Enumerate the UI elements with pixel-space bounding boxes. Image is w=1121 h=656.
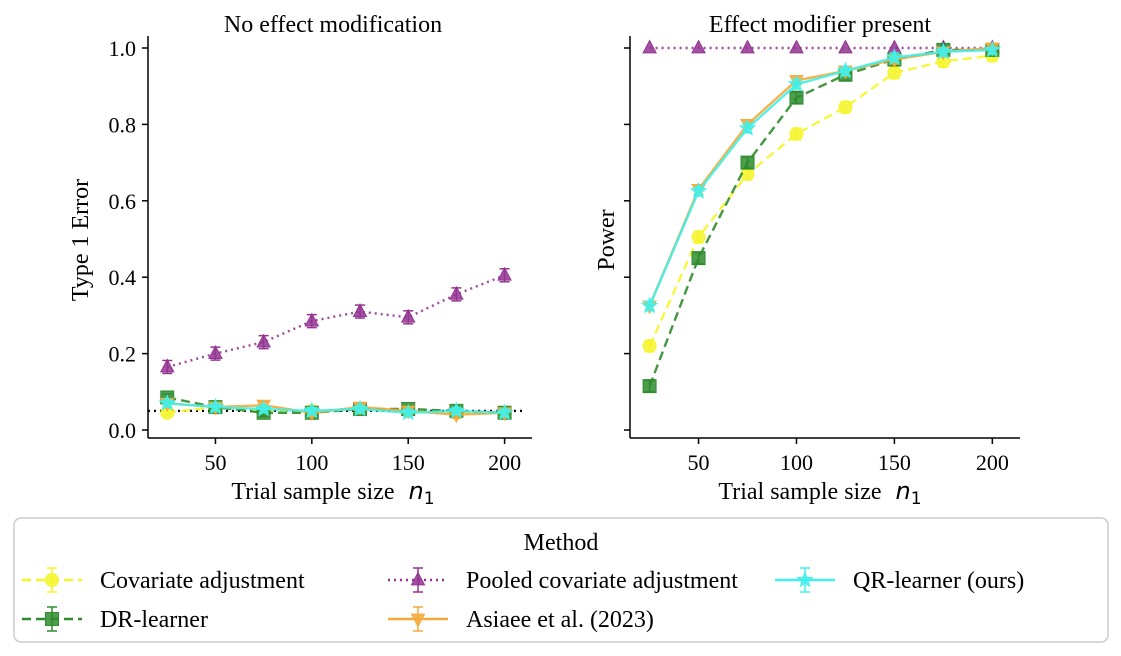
series-qr [158, 394, 514, 421]
x-axis-label-sub: 1 [911, 489, 922, 509]
series-pooled [159, 266, 512, 375]
data-point [304, 312, 320, 327]
data-point [642, 39, 657, 54]
y-tick-label: 0.0 [109, 418, 137, 443]
data-point [838, 100, 853, 115]
legend: Method Covariate adjustment Pooled covari… [13, 517, 1109, 643]
data-point [352, 303, 368, 317]
data-point [256, 333, 271, 348]
series-asiaee [642, 42, 1000, 315]
legend-entry-dr: DR-learner [22, 606, 208, 633]
y-tick-label: 0.6 [109, 189, 137, 214]
series-qr [640, 40, 1002, 314]
data-point [351, 399, 369, 417]
data-point [740, 39, 755, 54]
data-point [789, 39, 804, 54]
legend-label: Covariate adjustment [100, 568, 305, 594]
y-tick-label: 0.8 [109, 112, 137, 137]
y-axis-label: Power [594, 209, 620, 270]
data-point [787, 75, 806, 92]
data-point [254, 399, 273, 417]
legend-entry-qr: QR-learner (ours) [775, 567, 1024, 594]
data-point [836, 61, 855, 79]
data-point [738, 118, 757, 136]
legend-label: QR-learner (ours) [853, 568, 1024, 594]
data-point [689, 182, 708, 199]
series-line [166, 274, 506, 369]
series-dr [642, 42, 1000, 394]
legend-frame [13, 517, 1109, 643]
x-axis-label: Trial sample size n1 [718, 477, 921, 509]
x-axis-label-var: n [896, 477, 911, 505]
legend-marker [45, 612, 59, 626]
x-tick-label: 100 [780, 450, 813, 475]
data-point [789, 90, 804, 105]
x-axis-label-text: Trial sample size [718, 479, 881, 505]
data-point [789, 126, 804, 141]
y-tick-label: 1.0 [109, 36, 137, 61]
series-line [648, 48, 993, 307]
data-point [447, 401, 466, 419]
y-axis-label: Type 1 Error [68, 179, 94, 301]
series-line [648, 54, 993, 347]
panel-power: Effect modifier present Power Trial samp… [594, 12, 1020, 509]
data-point [497, 266, 512, 281]
data-point [885, 48, 904, 66]
panel-title: No effect modification [224, 12, 442, 38]
x-tick-label: 150 [878, 450, 911, 475]
data-point [303, 401, 321, 419]
x-axis-label-text: Trial sample size [231, 479, 394, 505]
series-line [167, 402, 505, 415]
x-tick-label: 50 [688, 450, 710, 475]
legend-label: Pooled covariate adjustment [466, 568, 738, 594]
series-cov [642, 48, 1000, 353]
y-tick-label: 0.4 [109, 265, 137, 290]
legend-title: Method [524, 530, 599, 556]
data-point [642, 379, 657, 394]
data-point [642, 338, 657, 353]
data-point [691, 230, 706, 245]
x-tick-label: 50 [204, 450, 226, 475]
series-line [648, 48, 993, 387]
data-point [640, 296, 659, 314]
data-point [691, 39, 706, 54]
x-tick-label: 150 [392, 450, 425, 475]
data-point [983, 40, 1002, 58]
x-axis-label-var: n [409, 477, 424, 505]
data-point [399, 403, 418, 421]
data-point [691, 251, 706, 266]
x-axis-label: Trial sample size n1 [231, 477, 434, 509]
data-point [740, 155, 755, 170]
y-tick-label: 0.2 [109, 342, 137, 367]
legend-entry-asiaee: Asiaee et al. (2023) [388, 606, 654, 633]
data-point [400, 308, 416, 323]
legend-label: DR-learner [100, 607, 208, 633]
data-point [158, 394, 177, 411]
legend-marker [796, 570, 814, 588]
data-point [449, 285, 464, 300]
legend-label: Asiaee et al. (2023) [466, 607, 654, 633]
data-point [838, 39, 853, 54]
x-tick-label: 100 [295, 450, 328, 475]
panel-title: Effect modifier present [709, 12, 931, 38]
legend-marker [410, 613, 426, 628]
legend-marker [410, 571, 426, 586]
legend-entry-pooled: Pooled covariate adjustment [388, 567, 738, 594]
data-point [934, 42, 953, 60]
panel-type1-error: No effect modification Type 1 Error Tria… [68, 12, 532, 509]
x-tick-label: 200 [976, 450, 1009, 475]
legend-marker [44, 573, 60, 587]
data-point [159, 358, 175, 373]
x-axis-label-sub: 1 [424, 489, 435, 509]
legend-entry-cov: Covariate adjustment [22, 567, 305, 594]
data-point [208, 345, 223, 359]
data-point [495, 403, 514, 421]
x-tick-label: 200 [488, 450, 521, 475]
data-point [206, 397, 225, 415]
data-point [887, 65, 902, 80]
